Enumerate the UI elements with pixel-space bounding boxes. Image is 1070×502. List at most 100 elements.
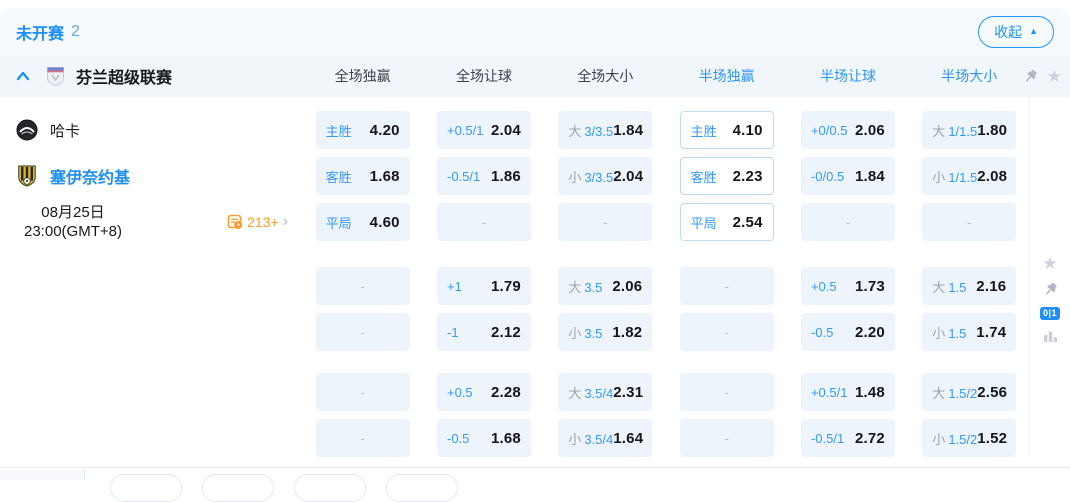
next-section-strip [0, 467, 1070, 502]
odds-label: 小 1.5 [932, 323, 966, 342]
odds-value: 1.52 [977, 429, 1008, 447]
pin-icon[interactable] [1022, 68, 1039, 85]
odds-dash: - [724, 384, 729, 400]
odds-cell-empty: - [558, 203, 653, 241]
more-markets-link[interactable]: 213+ › [227, 214, 288, 230]
pin-icon[interactable] [1042, 281, 1059, 298]
collapse-button[interactable]: 收起 ▲ [978, 15, 1054, 48]
odds-value: 1.74 [976, 323, 1007, 341]
odds-cell[interactable]: 大 3.5/4 2.31 [558, 373, 653, 411]
chevron-up-icon[interactable] [16, 71, 30, 81]
odds-cell[interactable]: +0.5 2.28 [436, 373, 531, 411]
odds-cell[interactable]: 主胜 4.20 [315, 111, 410, 149]
collapse-label: 收起 [994, 23, 1023, 40]
odds-line: 1.5 [948, 279, 967, 295]
odds-line: 3/3.5 [584, 169, 614, 185]
favorite-star-icon[interactable]: ★ [1042, 254, 1058, 273]
odds-value: 4.20 [369, 121, 400, 139]
odds-cell[interactable]: 小 3.5 1.82 [558, 313, 653, 351]
odds-line: -1 [446, 324, 459, 340]
odds-value: 2.28 [490, 383, 521, 401]
match-tool-rail: ★ 0|1 [1037, 255, 1063, 343]
odds-value: 1.82 [612, 323, 643, 341]
odds-label-prefix: 小 [932, 169, 946, 185]
column-header-ht-handicap[interactable]: 半场让球 [819, 68, 876, 84]
odds-cell[interactable]: 小 1.5/2 1.52 [922, 419, 1017, 457]
odds-dash: - [360, 278, 365, 294]
markets-count: 213+ [247, 214, 279, 230]
odds-cell[interactable]: 大 1/1.5 1.80 [922, 111, 1017, 149]
column-header-ft-ou[interactable]: 全场大小 [577, 68, 634, 84]
odds-value: 1.68 [490, 429, 521, 447]
away-team-row[interactable]: 塞伊奈约基 [0, 157, 302, 195]
odds-cell[interactable]: 小 1/1.5 2.08 [922, 157, 1017, 195]
odds-cell[interactable]: +1 1.79 [436, 267, 531, 305]
odds-cell[interactable]: 客胜 1.68 [315, 157, 410, 195]
odds-cell[interactable]: 大 3/3.5 1.84 [558, 111, 653, 149]
rail-divider [1029, 97, 1030, 457]
odds-label: 小 3.5/4 [568, 429, 613, 448]
odds-label: 小 1.5/2 [932, 429, 977, 448]
column-header-ft-handicap[interactable]: 全场让球 [455, 68, 512, 84]
odds-label: 大 3.5/4 [568, 383, 613, 402]
odds-label-prefix: 小 [932, 431, 946, 447]
odds-label: 大 1.5 [932, 277, 966, 296]
odds-cell[interactable]: -0/0.5 1.84 [800, 157, 895, 195]
odds-cell[interactable]: 小 1.5 1.74 [922, 313, 1017, 351]
odds-cell-empty: - [315, 373, 410, 411]
score-badge[interactable]: 0|1 [1039, 307, 1061, 320]
odds-cell[interactable]: 客胜 2.23 [679, 157, 774, 195]
markets-list-icon [227, 214, 243, 229]
column-header-ft-1x2[interactable]: 全场独赢 [334, 68, 391, 84]
bottom-tab-pill[interactable] [294, 474, 366, 502]
odds-cell[interactable]: +0/0.5 2.06 [800, 111, 895, 149]
odds-cell[interactable]: 小 3.5/4 1.64 [558, 419, 653, 457]
odds-line: 3.5 [584, 279, 603, 295]
bar-chart-icon[interactable] [1043, 329, 1058, 343]
column-header-ht-ou[interactable]: 半场大小 [941, 68, 998, 84]
odds-label: 客胜 [691, 167, 717, 186]
odds-cell[interactable]: -0.5/1 1.86 [436, 157, 531, 195]
odds-cell[interactable]: 小 3/3.5 2.04 [558, 157, 653, 195]
odds-cell[interactable]: -1 2.12 [436, 313, 531, 351]
odds-cell[interactable]: 平局 4.60 [315, 203, 410, 241]
odds-cell[interactable]: +0.5/1 2.04 [436, 111, 531, 149]
odds-row: - -1 2.12 小 3.5 1.82- -0.5 2.20 小 1.5 1.74 [302, 313, 1030, 351]
odds-value: 2.06 [854, 121, 885, 139]
odds-row: - +1 1.79 大 3.5 2.06- +0.5 1.73 大 1.5 2.16 [302, 267, 1030, 305]
odds-line: +0/0.5 [810, 122, 848, 138]
odds-value: 2.31 [613, 383, 644, 401]
odds-label: 小 3/3.5 [568, 167, 613, 186]
next-section-side-tab[interactable] [0, 469, 85, 480]
status-label: 未开赛 [16, 25, 65, 43]
bottom-tab-pill[interactable] [202, 474, 274, 502]
odds-line: 平局 [690, 215, 717, 231]
bottom-tab-pill[interactable] [110, 474, 182, 502]
odds-label: +0.5/1 [447, 123, 484, 138]
bottom-tab-pill[interactable] [386, 474, 458, 502]
odds-cell[interactable]: 大 1.5/2 2.56 [922, 373, 1017, 411]
odds-cell[interactable]: 大 1.5 2.16 [922, 267, 1017, 305]
odds-cell[interactable]: -0.5 1.68 [436, 419, 531, 457]
favorite-star-icon[interactable]: ★ [1046, 66, 1062, 86]
odds-value: 1.68 [369, 167, 400, 185]
odds-cell[interactable]: 大 3.5 2.06 [558, 267, 653, 305]
odds-value: 2.08 [977, 167, 1008, 185]
odds-label-prefix: 小 [932, 325, 946, 341]
odds-cell[interactable]: +0.5/1 1.48 [800, 373, 895, 411]
odds-label: 客胜 [326, 167, 352, 186]
odds-cell[interactable]: 主胜 4.10 [679, 111, 774, 149]
odds-cell[interactable]: -0.5/1 2.72 [800, 419, 895, 457]
odds-dash: - [967, 214, 972, 230]
column-header-ht-1x2[interactable]: 半场独赢 [698, 68, 755, 84]
odds-cell[interactable]: 平局 2.54 [679, 203, 774, 241]
home-team-row[interactable]: 哈卡 [0, 111, 302, 149]
odds-value: 1.73 [854, 277, 885, 295]
odds-label: +0.5 [447, 385, 473, 400]
odds-label: +0.5/1 [811, 385, 848, 400]
odds-value: 2.23 [732, 167, 763, 185]
odds-cell[interactable]: -0.5 2.20 [800, 313, 895, 351]
odds-dash: - [845, 214, 851, 230]
odds-cell[interactable]: +0.5 1.73 [800, 267, 895, 305]
odds-value: 1.84 [613, 121, 644, 139]
